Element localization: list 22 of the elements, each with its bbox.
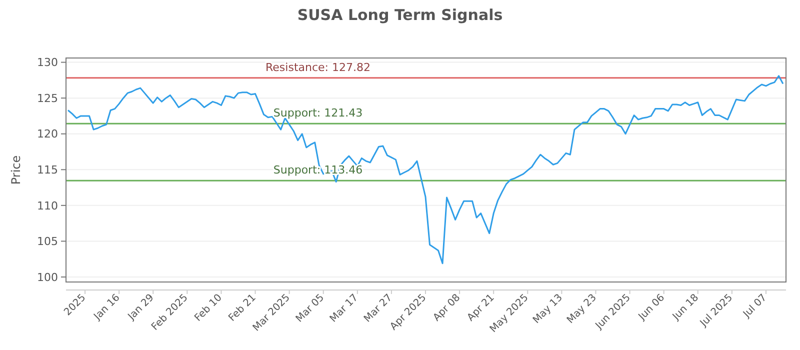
x-tick-label: Jan 16 xyxy=(92,292,122,323)
line-series xyxy=(67,75,784,264)
y-tick-label: 125 xyxy=(37,92,58,105)
x-tick-label: Apr 21 xyxy=(465,292,497,324)
ref-line-label: Resistance: 127.82 xyxy=(266,60,370,74)
x-tick-label: Apr 08 xyxy=(431,292,463,324)
y-tick-label: 115 xyxy=(37,163,58,176)
x-tick-label: Jul 07 xyxy=(740,292,770,321)
x-tick-label: Jun 18 xyxy=(670,292,701,324)
y-tick-label: 100 xyxy=(37,270,58,284)
x-tick-label: Mar 05 xyxy=(294,292,326,325)
x-tick-label: Feb 10 xyxy=(192,292,224,324)
x-tick-label: Mar 17 xyxy=(328,292,361,325)
y-tick-label: 120 xyxy=(37,128,58,141)
x-tick-label: Jun 06 xyxy=(636,292,667,324)
chart-title: SUSA Long Term Signals xyxy=(297,6,503,24)
y-tick-label: 105 xyxy=(37,235,58,248)
y-tick-label: 130 xyxy=(37,56,58,70)
y-tick-label: 110 xyxy=(37,199,58,212)
y-axis-title: Price xyxy=(9,155,23,185)
ref-line-label: Support: 121.43 xyxy=(273,106,363,120)
x-tick-label: Jan 29 xyxy=(126,292,156,323)
